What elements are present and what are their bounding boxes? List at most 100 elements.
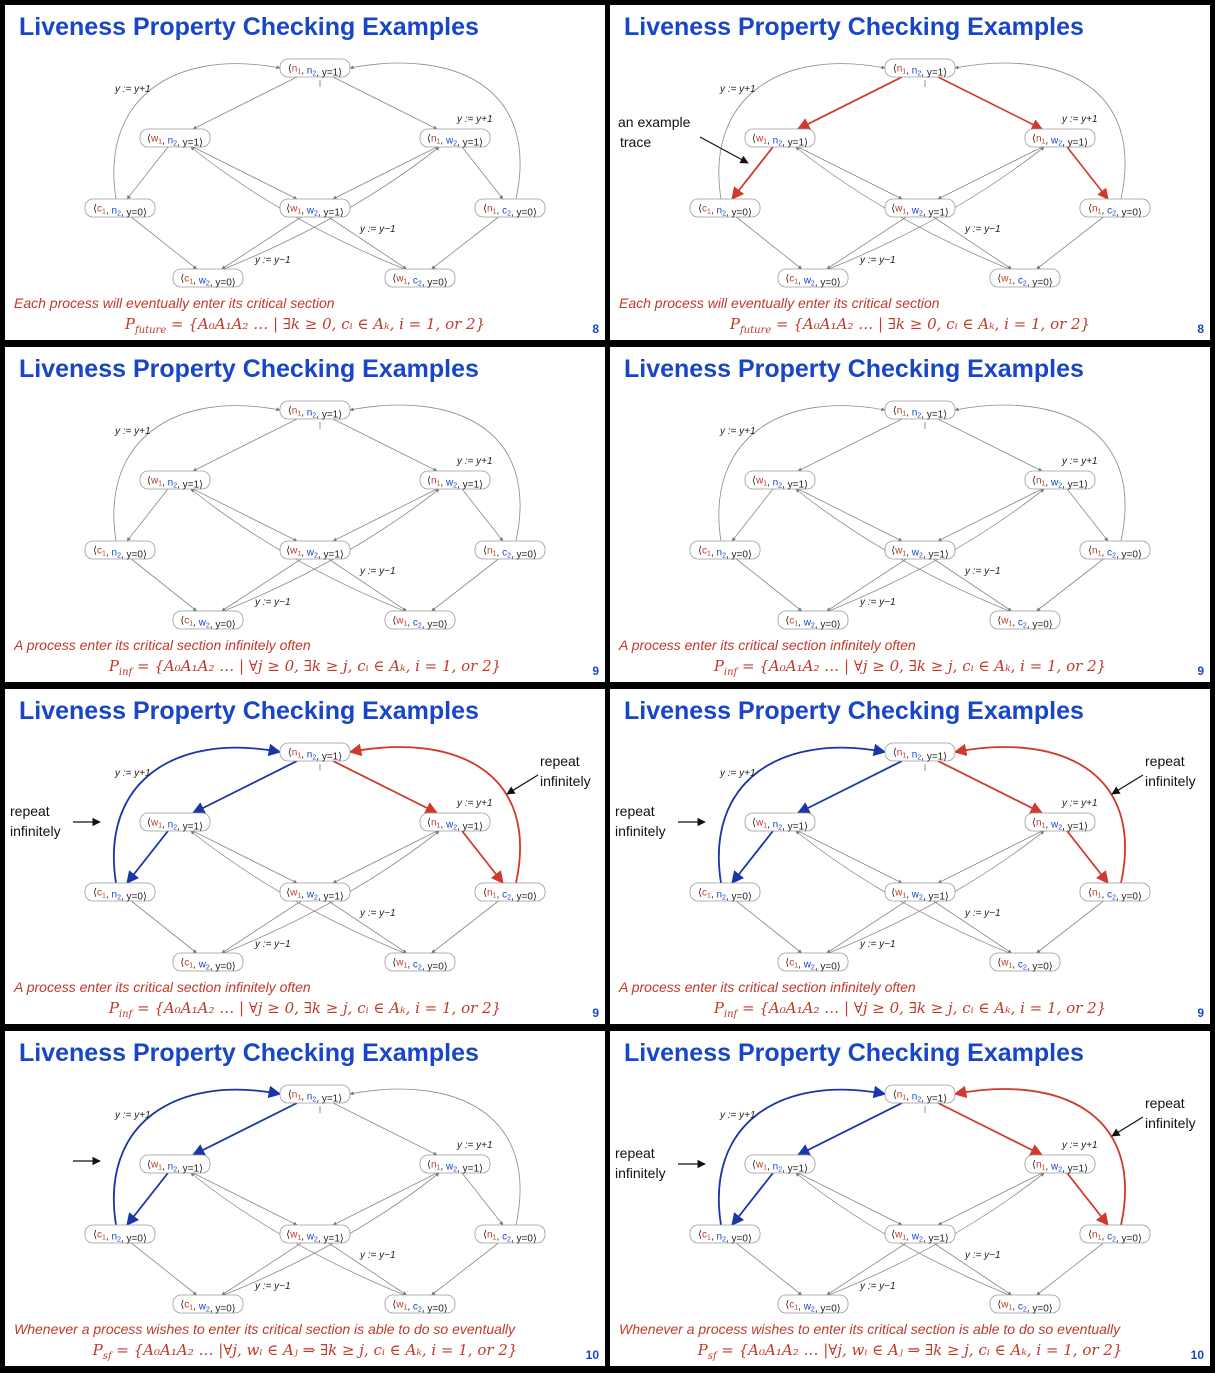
state-node-c1w2y0[interactable]: ⟨c1, w2, y=0⟩ — [777, 268, 849, 289]
state-node-n1c2y0[interactable]: ⟨n1, c2, y=0⟩ — [1079, 540, 1151, 561]
edge-label: y := y+1 — [114, 768, 151, 779]
state-node-w1n2y1[interactable]: ⟨w1, n2, y=1⟩ — [139, 470, 211, 491]
state-node-c1n2y0[interactable]: ⟨c1, n2, y=0⟩ — [689, 540, 761, 561]
annotation-arrow — [506, 774, 539, 795]
state-node-n1w2y1[interactable]: ⟨n1, w2, y=1⟩ — [1024, 470, 1096, 491]
state-node-c1w2y0[interactable]: ⟨c1, w2, y=0⟩ — [172, 1294, 244, 1315]
state-label: ⟨c1, n2, y=0⟩ — [93, 546, 147, 561]
state-node-n1n2y1[interactable]: ⟨n1, n2, y=1⟩ — [884, 58, 956, 79]
formula-name: P — [697, 1341, 708, 1359]
state-node-n1c2y0[interactable]: ⟨n1, c2, y=0⟩ — [1079, 1224, 1151, 1245]
state-node-c1n2y0[interactable]: ⟨c1, n2, y=0⟩ — [84, 540, 156, 561]
slide-2[interactable]: Liveness Property Checking Examples y := … — [610, 5, 1210, 340]
state-node-w1w2y1[interactable]: ⟨w1, w2, y=1⟩ — [279, 882, 351, 903]
state-node-n1n2y1[interactable]: ⟨n1, n2, y=1⟩ — [279, 742, 351, 763]
state-node-n1c2y0[interactable]: ⟨n1, c2, y=0⟩ — [1079, 882, 1151, 903]
formula-subscript: inf — [118, 667, 133, 678]
state-node-w1w2y1[interactable]: ⟨w1, w2, y=1⟩ — [884, 882, 956, 903]
state-node-c1n2y0[interactable]: ⟨c1, n2, y=0⟩ — [84, 198, 156, 219]
state-node-n1c2y0[interactable]: ⟨n1, c2, y=0⟩ — [474, 882, 546, 903]
state-node-w1w2y1[interactable]: ⟨w1, w2, y=1⟩ — [279, 1224, 351, 1245]
state-node-n1n2y1[interactable]: ⟨n1, n2, y=1⟩ — [884, 742, 956, 763]
state-node-w1n2y1[interactable]: ⟨w1, n2, y=1⟩ — [139, 128, 211, 149]
slide-3[interactable]: Liveness Property Checking Examples y := … — [5, 347, 605, 682]
transition-edge — [192, 146, 298, 200]
edge-label: y := y−1 — [254, 939, 291, 950]
edge-label: y := y+1 — [1061, 798, 1098, 809]
state-label: ⟨w1, w2, y=1⟩ — [286, 888, 344, 903]
state-node-w1c2y0[interactable]: ⟨w1, c2, y=0⟩ — [384, 1294, 456, 1315]
state-label: ⟨n1, w2, y=1⟩ — [427, 134, 483, 149]
state-label: ⟨w1, w2, y=1⟩ — [286, 204, 344, 219]
state-node-w1n2y1[interactable]: ⟨w1, n2, y=1⟩ — [139, 1154, 211, 1175]
edge-label: y := y−1 — [964, 224, 1001, 235]
slide-7[interactable]: Liveness Property Checking Examples y := … — [5, 1031, 605, 1366]
slide-8[interactable]: Liveness Property Checking Examples y := … — [610, 1031, 1210, 1366]
state-node-c1w2y0[interactable]: ⟨c1, w2, y=0⟩ — [777, 1294, 849, 1315]
state-node-c1n2y0[interactable]: ⟨c1, n2, y=0⟩ — [689, 198, 761, 219]
state-node-n1c2y0[interactable]: ⟨n1, c2, y=0⟩ — [474, 198, 546, 219]
state-node-w1c2y0[interactable]: ⟨w1, c2, y=0⟩ — [384, 268, 456, 289]
state-node-w1w2y1[interactable]: ⟨w1, w2, y=1⟩ — [884, 540, 956, 561]
state-node-n1n2y1[interactable]: ⟨n1, n2, y=1⟩ — [279, 400, 351, 421]
slide-1[interactable]: Liveness Property Checking Examples y := … — [5, 5, 605, 340]
state-node-n1w2y1[interactable]: ⟨n1, w2, y=1⟩ — [419, 470, 491, 491]
state-node-c1w2y0[interactable]: ⟨c1, w2, y=0⟩ — [777, 610, 849, 631]
state-node-w1c2y0[interactable]: ⟨w1, c2, y=0⟩ — [989, 1294, 1061, 1315]
state-node-n1w2y1[interactable]: ⟨n1, w2, y=1⟩ — [419, 1154, 491, 1175]
state-label: ⟨c1, n2, y=0⟩ — [93, 204, 147, 219]
state-node-n1n2y1[interactable]: ⟨n1, n2, y=1⟩ — [884, 1084, 956, 1105]
state-node-w1n2y1[interactable]: ⟨w1, n2, y=1⟩ — [744, 128, 816, 149]
transition-edge — [349, 1088, 521, 1226]
transition-edge — [332, 1172, 438, 1226]
state-node-w1w2y1[interactable]: ⟨w1, w2, y=1⟩ — [884, 1224, 956, 1245]
transition-edge — [826, 216, 907, 270]
state-node-n1c2y0[interactable]: ⟨n1, c2, y=0⟩ — [474, 1224, 546, 1245]
state-node-n1w2y1[interactable]: ⟨n1, w2, y=1⟩ — [1024, 812, 1096, 833]
state-label: ⟨w1, c2, y=0⟩ — [997, 958, 1052, 973]
transition-edge — [349, 62, 521, 200]
state-node-c1w2y0[interactable]: ⟨c1, w2, y=0⟩ — [777, 952, 849, 973]
slide-6[interactable]: Liveness Property Checking Examples y := … — [610, 689, 1210, 1024]
state-node-n1w2y1[interactable]: ⟨n1, w2, y=1⟩ — [419, 128, 491, 149]
state-node-w1n2y1[interactable]: ⟨w1, n2, y=1⟩ — [139, 812, 211, 833]
slide-4[interactable]: Liveness Property Checking Examples y := … — [610, 347, 1210, 682]
state-node-c1w2y0[interactable]: ⟨c1, w2, y=0⟩ — [172, 952, 244, 973]
transition-edge — [332, 488, 438, 542]
state-node-w1c2y0[interactable]: ⟨w1, c2, y=0⟩ — [989, 952, 1061, 973]
state-node-w1n2y1[interactable]: ⟨w1, n2, y=1⟩ — [744, 1154, 816, 1175]
state-node-c1n2y0[interactable]: ⟨c1, n2, y=0⟩ — [689, 1224, 761, 1245]
state-node-c1w2y0[interactable]: ⟨c1, w2, y=0⟩ — [172, 268, 244, 289]
state-node-w1n2y1[interactable]: ⟨w1, n2, y=1⟩ — [744, 470, 816, 491]
state-node-w1n2y1[interactable]: ⟨w1, n2, y=1⟩ — [744, 812, 816, 833]
state-node-w1c2y0[interactable]: ⟨w1, c2, y=0⟩ — [989, 268, 1061, 289]
edge-label: y := y−1 — [964, 1250, 1001, 1261]
state-node-c1w2y0[interactable]: ⟨c1, w2, y=0⟩ — [172, 610, 244, 631]
state-node-n1n2y1[interactable]: ⟨n1, n2, y=1⟩ — [279, 1084, 351, 1105]
state-node-n1n2y1[interactable]: ⟨n1, n2, y=1⟩ — [279, 58, 351, 79]
state-node-n1w2y1[interactable]: ⟨n1, w2, y=1⟩ — [419, 812, 491, 833]
state-node-n1w2y1[interactable]: ⟨n1, w2, y=1⟩ — [1024, 1154, 1096, 1175]
state-label: ⟨w1, n2, y=1⟩ — [752, 1160, 808, 1175]
state-node-n1n2y1[interactable]: ⟨n1, n2, y=1⟩ — [884, 400, 956, 421]
page-number: 8 — [1197, 322, 1204, 336]
state-label: ⟨w1, n2, y=1⟩ — [147, 134, 203, 149]
state-node-n1w2y1[interactable]: ⟨n1, w2, y=1⟩ — [1024, 128, 1096, 149]
state-node-n1c2y0[interactable]: ⟨n1, c2, y=0⟩ — [474, 540, 546, 561]
state-node-n1c2y0[interactable]: ⟨n1, c2, y=0⟩ — [1079, 198, 1151, 219]
property-description: Each process will eventually enter its c… — [14, 295, 335, 311]
slide-5[interactable]: Liveness Property Checking Examples y := … — [5, 689, 605, 1024]
state-label: ⟨c1, w2, y=0⟩ — [180, 616, 235, 631]
state-node-w1w2y1[interactable]: ⟨w1, w2, y=1⟩ — [279, 198, 351, 219]
state-node-w1w2y1[interactable]: ⟨w1, w2, y=1⟩ — [884, 198, 956, 219]
state-node-c1n2y0[interactable]: ⟨c1, n2, y=0⟩ — [689, 882, 761, 903]
annotation-text: infinitely — [615, 823, 666, 839]
state-node-w1w2y1[interactable]: ⟨w1, w2, y=1⟩ — [279, 540, 351, 561]
state-node-c1n2y0[interactable]: ⟨c1, n2, y=0⟩ — [84, 1224, 156, 1245]
state-node-w1c2y0[interactable]: ⟨w1, c2, y=0⟩ — [384, 952, 456, 973]
transition-edge — [192, 1172, 298, 1226]
state-node-c1n2y0[interactable]: ⟨c1, n2, y=0⟩ — [84, 882, 156, 903]
state-node-w1c2y0[interactable]: ⟨w1, c2, y=0⟩ — [989, 610, 1061, 631]
state-graph: y := y+1 y := y+1 y := y−1 y := y−1 ⟨n1, n2,… — [615, 1084, 1196, 1315]
state-node-w1c2y0[interactable]: ⟨w1, c2, y=0⟩ — [384, 610, 456, 631]
